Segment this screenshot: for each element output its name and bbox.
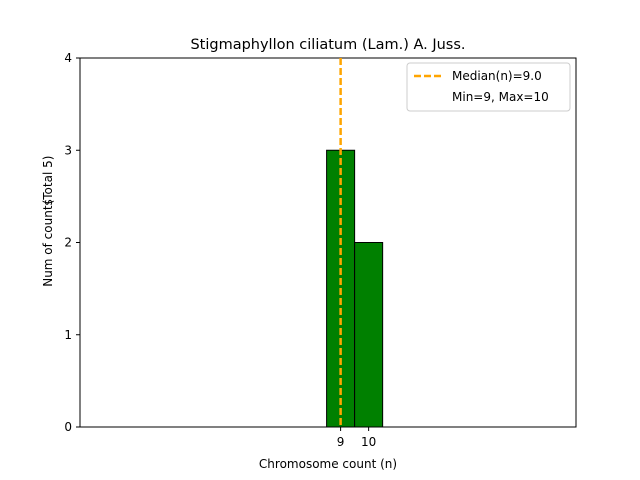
x-axis: 9 10 (337, 427, 376, 449)
y-tick-label: 3 (64, 143, 72, 157)
y-tick-label: 1 (64, 328, 72, 342)
y-axis-total-label: (Total 5) (41, 156, 55, 205)
x-tick-label: 9 (337, 435, 345, 449)
y-tick-label: 2 (64, 236, 72, 250)
x-axis-label: Chromosome count (n) (259, 457, 397, 471)
legend-frame (406, 62, 571, 112)
bars-group (80, 149, 495, 428)
y-axis-label: Num of counts (41, 199, 55, 287)
x-tick-label: 10 (361, 435, 376, 449)
y-tick-label: 0 (64, 420, 72, 434)
bar-10 (354, 242, 384, 428)
y-tick-label: 4 (64, 51, 72, 65)
legend-entry-minmax: Min=9, Max=10 (452, 90, 549, 104)
legend-entry-median: Median(n)=9.0 (452, 69, 542, 83)
y-axis: 0 1 2 3 4 (64, 51, 80, 434)
legend: Median(n)=9.0 Min=9, Max=10 (406, 62, 571, 112)
chart-title: Stigmaphyllon ciliatum (Lam.) A. Juss. (190, 37, 465, 53)
